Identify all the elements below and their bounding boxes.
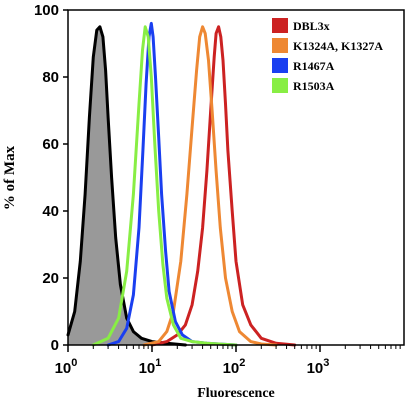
series-line-k1324a-k1327a (142, 25, 278, 347)
y-tick-label: 80 (42, 69, 59, 86)
x-tick-label: 100 (55, 357, 78, 377)
x-tick-label: 101 (139, 357, 162, 377)
legend-label: R1503A (293, 79, 335, 93)
legend-swatch (272, 18, 288, 33)
x-tick-label: 103 (307, 357, 330, 377)
legend-label: DBL3x (293, 19, 330, 33)
legend-swatch (272, 78, 288, 93)
series-layer (66, 21, 297, 347)
y-tick-label: 0 (51, 337, 59, 354)
x-axis-title: Fluorescence (197, 386, 275, 400)
y-tick-label: 60 (42, 136, 59, 153)
legend-swatch (272, 38, 288, 53)
legend-label: R1467A (293, 59, 335, 73)
legend-label: K1324A, K1327A (293, 39, 383, 53)
y-axis-title: % of Max (2, 145, 18, 210)
plot-area (66, 9, 405, 347)
series-line-dbl3x (150, 25, 297, 347)
x-tick-label: 102 (223, 357, 246, 377)
series-line-r1503a (91, 25, 238, 347)
y-tick-label: 20 (42, 270, 59, 287)
legend: DBL3x K1324A, K1327A R1467A R1503A (272, 18, 383, 93)
y-tick-label: 40 (42, 203, 59, 220)
y-tick-label: 100 (34, 2, 59, 19)
y-axis: 0 20 40 60 80 100 (34, 2, 68, 354)
x-axis: 100 101 102 103 (55, 345, 401, 377)
series-line-negative-control (66, 25, 187, 347)
legend-swatch (272, 58, 288, 73)
series-area-negative-control (68, 26, 186, 346)
